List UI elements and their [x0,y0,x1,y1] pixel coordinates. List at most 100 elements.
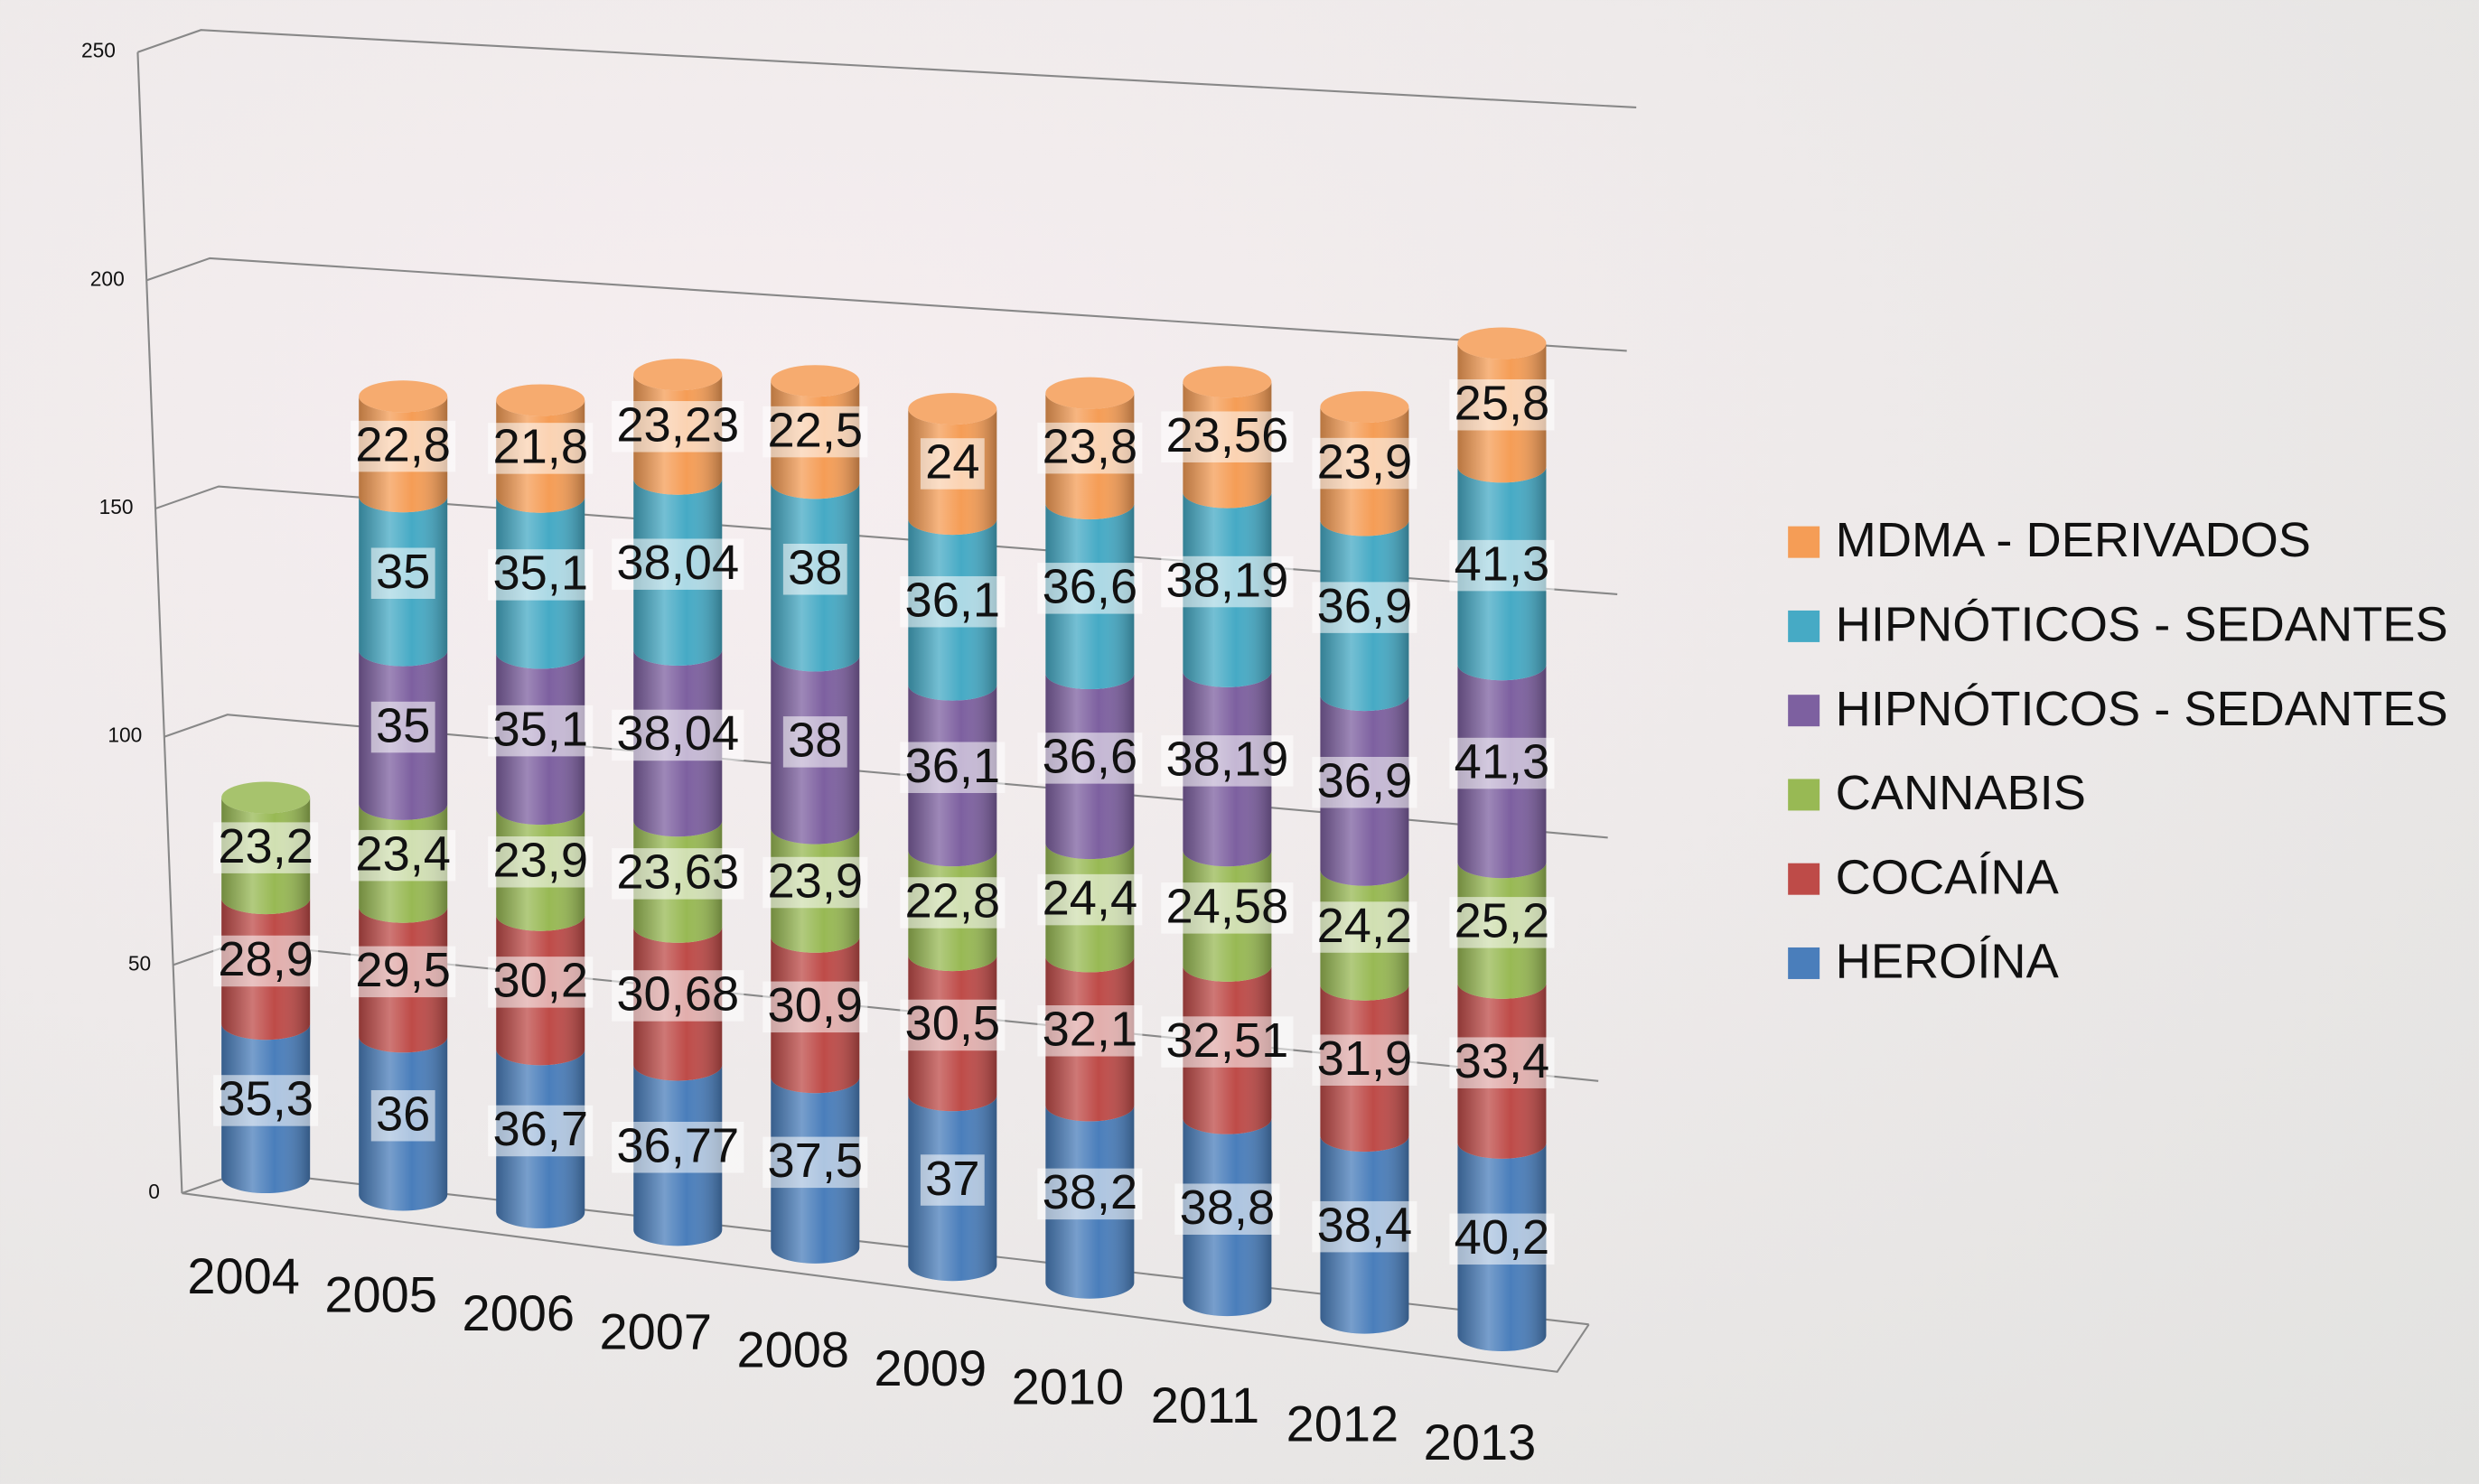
data-label: 38 [788,714,842,768]
data-label-bg [1037,873,1143,926]
data-label: 30,5 [905,996,1001,1050]
data-label: 38,19 [1166,733,1289,787]
data-label-group: 30,9 [762,978,868,1033]
data-label: 38,2 [1043,1165,1138,1219]
data-label-bg [1037,1005,1143,1057]
data-label-bg [762,406,868,458]
legend-label: HIPNÓTICOS - SEDANTES [1836,597,2448,651]
data-label: 25,8 [1455,376,1550,430]
data-label-group: 22,8 [900,874,1006,929]
data-label: 36,9 [1317,753,1413,807]
data-label: 36,7 [492,1102,588,1156]
legend-label: HIPNÓTICOS - SEDANTES [1836,682,2448,736]
data-label: 35,1 [492,546,588,601]
data-label-bg [612,538,744,590]
cylinder-top-highlight [1320,391,1409,424]
data-label: 23,2 [218,819,313,873]
data-label-group: 36,9 [1312,753,1417,808]
data-label-bg [612,848,744,900]
data-label-bg [1449,539,1555,592]
data-label: 23,63 [616,845,739,900]
data-label-group: 36,6 [1037,560,1143,614]
x-tick-label: 2006 [462,1284,575,1341]
data-label-bg [782,543,847,595]
data-label-group: 23,63 [612,845,744,900]
data-label: 41,3 [1455,537,1550,591]
data-label: 33,4 [1455,1034,1550,1088]
cylinder-top [221,781,311,814]
data-label: 35 [376,698,430,752]
grid-line [137,29,1637,109]
legend-label: COCAÍNA [1836,850,2060,904]
data-label-bg [1449,1037,1555,1088]
data-label-group: 37,5 [762,1134,868,1189]
data-label: 23,4 [355,826,451,881]
data-label-group: 38 [782,714,847,768]
data-label: 38 [788,540,842,594]
data-label-group: 35,1 [488,702,594,757]
data-label: 38,4 [1317,1198,1413,1252]
cylinder-top-highlight [221,781,311,814]
cylinder-top [496,384,585,416]
data-label-bg [370,547,435,599]
data-label-bg [1161,882,1294,934]
legend-swatch [1788,779,1820,811]
data-label-bg [1449,737,1555,789]
data-label: 22,8 [905,874,1001,929]
data-label-group: 33,4 [1449,1034,1555,1088]
data-label-group: 38,19 [1161,553,1294,608]
legend-swatch [1788,863,1820,895]
data-label-bg [762,981,868,1033]
data-label: 36,9 [1317,579,1413,633]
data-label: 35,3 [218,1072,313,1126]
x-tick-label: 2005 [324,1265,437,1322]
cylinder-top [771,365,860,397]
data-label-bg [1161,555,1294,608]
data-label-group: 30,2 [488,954,594,1008]
data-label: 38,04 [616,706,739,761]
data-label: 28,9 [218,932,313,986]
floor-edge [182,1192,1590,1373]
x-tick-label: 2010 [1012,1358,1125,1415]
data-label: 24,4 [1043,871,1138,925]
data-label-bg [1449,378,1555,431]
data-label-group: 36,1 [900,739,1006,793]
data-label-bg [351,420,456,472]
x-tick-label: 2013 [1424,1414,1537,1470]
data-label-group: 38,2 [1037,1165,1143,1220]
data-label-group: 38,4 [1312,1198,1417,1253]
data-label-bg [762,1136,868,1189]
data-label-group: 21,8 [488,420,594,474]
data-label-bg [1312,901,1417,953]
data-label-bg [351,946,456,998]
data-label-group: 22,5 [762,403,868,458]
grid-line [145,257,1627,352]
data-label-bg [1161,735,1294,787]
data-label: 24 [925,435,979,490]
cylinder-top-highlight [908,393,997,425]
data-label-group: 28,9 [213,932,319,987]
data-label-bg [1037,1168,1143,1220]
data-label: 25,2 [1455,894,1550,948]
legend-swatch [1788,947,1820,979]
data-label: 30,68 [616,967,739,1022]
data-label-group: 24 [920,435,985,490]
grid-line [164,714,1608,839]
y-tick-label: 250 [81,39,116,62]
data-label: 24,2 [1317,899,1413,953]
data-label: 30,9 [768,978,864,1032]
data-label-bg [1312,1034,1417,1086]
data-label-group: 24,4 [1037,871,1143,926]
data-label-group: 23,4 [351,826,456,882]
data-label-group: 38,04 [612,706,744,761]
data-label-group: 30,68 [612,967,744,1022]
data-label-bg [920,438,985,490]
data-label: 32,1 [1043,1003,1138,1057]
cylinder-top-highlight [496,384,585,416]
cylinder-top [633,359,723,391]
cylinder-top-highlight [1457,327,1547,359]
data-label: 35,1 [492,702,588,756]
data-label-bg [488,705,594,757]
data-label-bg [488,957,594,1008]
